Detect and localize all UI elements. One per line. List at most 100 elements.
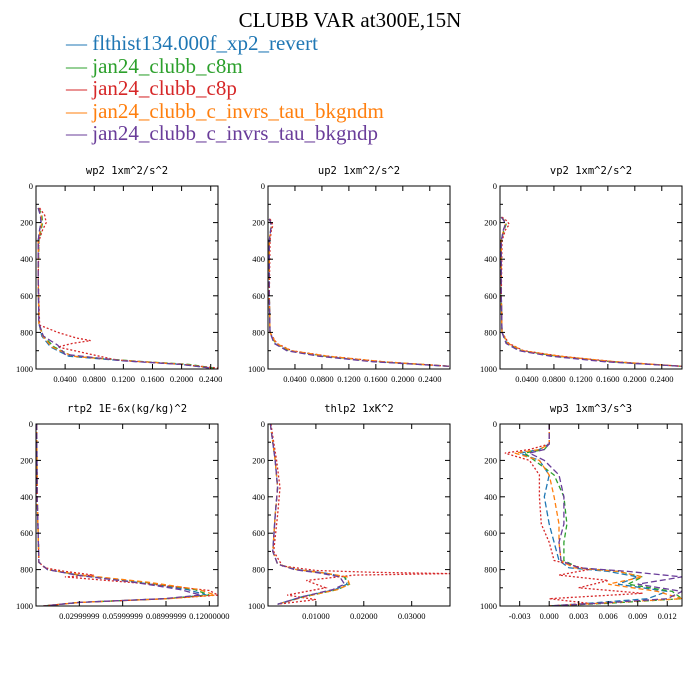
x-tick-label: 0.05999999 — [102, 611, 142, 621]
series-line — [517, 424, 668, 606]
legend-label: jan24_clubb_c8m — [87, 53, 243, 78]
y-tick-label: 400 — [484, 492, 497, 502]
series-line — [36, 424, 218, 606]
series-line — [37, 207, 211, 369]
series-line — [37, 207, 211, 369]
y-tick-label: 600 — [484, 291, 497, 301]
x-tick-label: 0.08999999 — [146, 611, 186, 621]
x-tick-label: 0.012 — [658, 611, 677, 621]
y-tick-label: 600 — [484, 528, 497, 538]
y-tick-label: 400 — [20, 492, 33, 502]
x-tick-label: 0.0800 — [310, 374, 333, 384]
series-line — [268, 218, 450, 367]
y-tick-label: 0 — [261, 181, 265, 191]
legend-dash: — — [66, 76, 87, 100]
x-tick-label: 0.2400 — [650, 374, 673, 384]
x-tick-label: 0.1200 — [569, 374, 592, 384]
legend-item: — jan24_clubb_c8p — [66, 77, 384, 100]
y-tick-label: 200 — [20, 455, 33, 465]
x-tick-label: 0.1600 — [364, 374, 387, 384]
chart-panel: vp2 1xm^2/s^2 0 200 400 600 800 1000 0.0400 0.08… — [480, 165, 683, 384]
y-tick-label: 600 — [20, 291, 33, 301]
y-tick-label: 1000 — [16, 364, 33, 374]
y-tick-label: 800 — [252, 327, 265, 337]
plot-frame — [35, 185, 219, 370]
series-line — [37, 207, 211, 369]
series-line — [36, 424, 207, 606]
x-tick-label: 0.02000 — [350, 611, 378, 621]
series-line — [504, 424, 643, 606]
legend-label: jan24_clubb_c_invrs_tau_bkgndm — [87, 98, 384, 123]
y-tick-label: 800 — [20, 327, 33, 337]
y-tick-label: 1000 — [248, 601, 265, 611]
x-tick-label: 0.2000 — [623, 374, 646, 384]
plot-frame — [267, 185, 451, 370]
series-line — [268, 218, 450, 367]
y-tick-label: 0 — [29, 181, 33, 191]
chart-panel: rtp2 1E-6x(kg/kg)^2 0 200 400 600 800 1000 0.02… — [16, 403, 230, 621]
y-tick-label: 600 — [20, 528, 33, 538]
y-tick-label: 200 — [252, 218, 265, 228]
y-tick-label: 800 — [252, 565, 265, 575]
y-tick-label: 1000 — [480, 364, 497, 374]
series-line — [268, 218, 450, 367]
y-tick-label: 0 — [261, 419, 265, 429]
y-tick-label: 600 — [252, 528, 265, 538]
legend-label: flthist134.000f_xp2_revert — [87, 31, 318, 55]
legend-item: — flthist134.000f_xp2_revert — [66, 32, 384, 55]
x-tick-label: 0.0800 — [83, 374, 106, 384]
chart-panel: wp3 1xm^3/s^3 0 200 400 600 800 1000 -0.003 0.00… — [480, 403, 683, 621]
legend-item: — jan24_clubb_c8m — [66, 53, 384, 78]
plot-frame — [499, 185, 683, 370]
y-tick-label: 200 — [252, 455, 265, 465]
legend: — flthist134.000f_xp2_revert — jan24_club… — [66, 32, 384, 145]
series-line — [523, 424, 682, 606]
legend-label: jan24_clubb_c8p — [87, 76, 237, 100]
series-line — [36, 424, 216, 606]
x-tick-label: 0.003 — [569, 611, 588, 621]
series-line — [514, 424, 682, 606]
y-tick-label: 200 — [484, 455, 497, 465]
x-tick-label: 0.1600 — [141, 374, 164, 384]
plot-frame — [267, 423, 451, 607]
legend-dash: — — [66, 98, 87, 123]
x-tick-label: 0.2000 — [170, 374, 193, 384]
x-tick-label: 0.03000 — [398, 611, 426, 621]
x-tick-label: 0.000 — [540, 611, 559, 621]
x-tick-label: 0.2000 — [391, 374, 414, 384]
y-tick-label: 0 — [29, 419, 33, 429]
x-tick-label: 0.1600 — [596, 374, 619, 384]
x-tick-label: 0.1200 — [112, 374, 135, 384]
series-line — [500, 216, 682, 367]
series-line — [268, 218, 450, 367]
panel-title: wp2 1xm^2/s^2 — [86, 165, 168, 177]
series-line — [527, 424, 682, 606]
series-line — [268, 218, 450, 367]
y-tick-label: 0 — [493, 181, 497, 191]
y-tick-label: 400 — [20, 254, 33, 264]
panel-title: rtp2 1E-6x(kg/kg)^2 — [67, 403, 187, 415]
chart-panel: wp2 1xm^2/s^2 0 200 400 600 800 1000 0.0400 0.08… — [16, 165, 222, 384]
x-tick-label: 0.0400 — [283, 374, 306, 384]
x-tick-label: 0.0400 — [53, 374, 76, 384]
y-tick-label: 200 — [20, 218, 33, 228]
x-tick-label: 0.2400 — [199, 374, 222, 384]
panel-title: vp2 1xm^2/s^2 — [550, 165, 632, 177]
legend-item: — jan24_clubb_c_invrs_tau_bkgndp — [66, 122, 384, 145]
y-tick-label: 400 — [252, 254, 265, 264]
x-tick-label: 0.006 — [599, 611, 618, 621]
legend-item: — jan24_clubb_c_invrs_tau_bkgndm — [66, 98, 384, 123]
y-tick-label: 800 — [20, 565, 33, 575]
legend-label: jan24_clubb_c_invrs_tau_bkgndp — [87, 121, 379, 145]
legend-dash: — — [66, 121, 87, 145]
x-tick-label: 0.02999999 — [59, 611, 99, 621]
y-tick-label: 200 — [484, 218, 497, 228]
series-line — [37, 207, 215, 369]
panel-title: thlp2 1xK^2 — [324, 403, 394, 415]
x-tick-label: -0.003 — [509, 611, 531, 621]
series-line — [269, 424, 348, 605]
figure-title: CLUBB VAR at300E,15N — [238, 8, 462, 32]
legend-dash: — — [66, 53, 87, 78]
series-line — [270, 424, 450, 605]
